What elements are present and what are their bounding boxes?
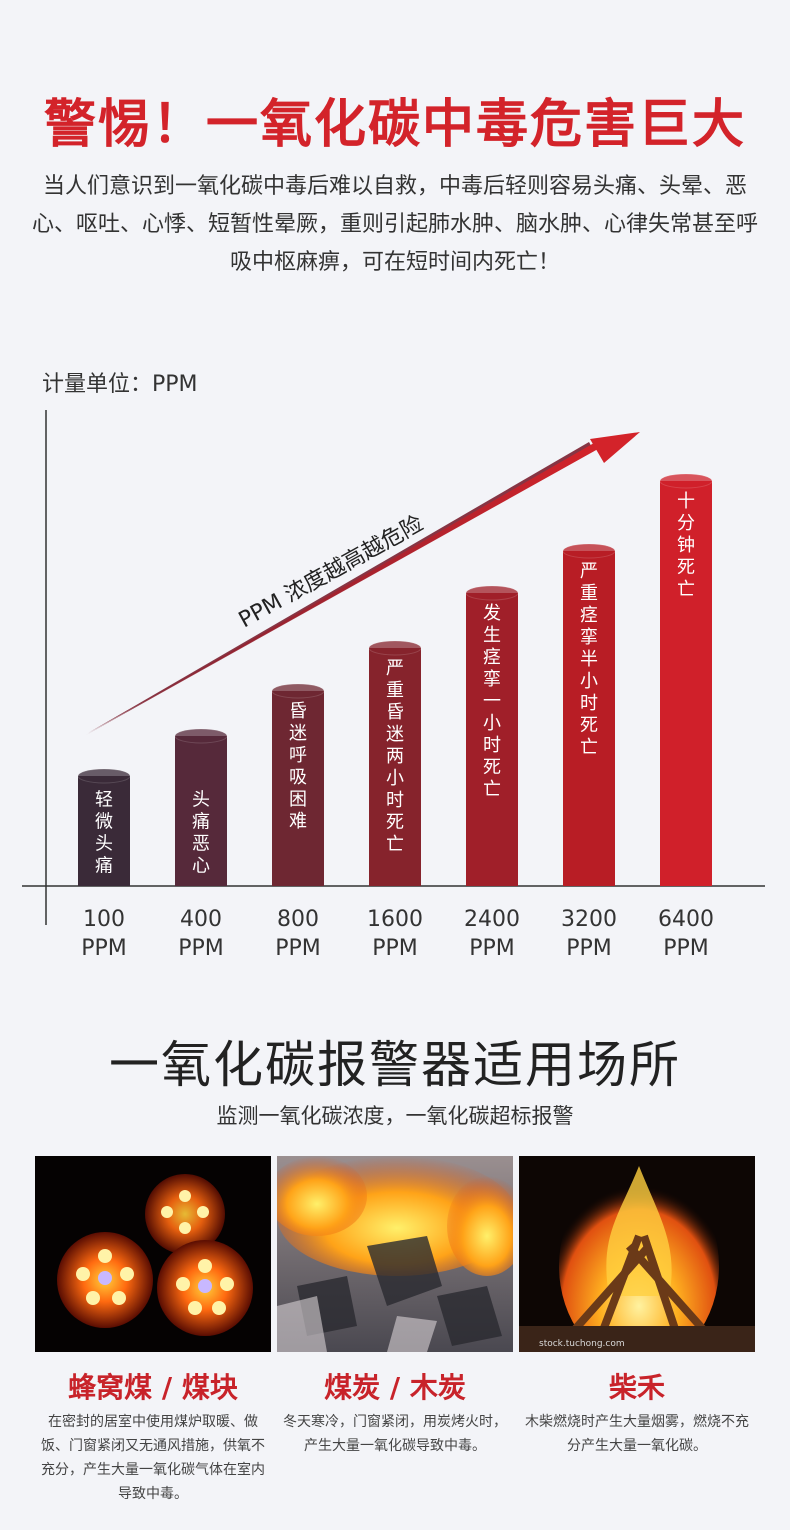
bar-cap bbox=[271, 683, 325, 699]
bar-1600ppm: 严重昏迷两小时死亡 bbox=[368, 640, 422, 886]
bar-cap bbox=[77, 768, 131, 784]
bar-800ppm: 昏迷呼吸困难 bbox=[271, 683, 325, 886]
bar-cap bbox=[368, 640, 422, 656]
bonfire-photo: stock.tuchong.com bbox=[519, 1156, 755, 1352]
x-tick-label: 1600 PPM bbox=[367, 907, 423, 961]
x-tick-label: 2400 PPM bbox=[464, 907, 520, 961]
trend-arrow-shaft bbox=[88, 442, 594, 733]
x-tick-label: 100 PPM bbox=[81, 907, 127, 961]
scene-card-firewood: stock.tuchong.com bbox=[519, 1156, 755, 1352]
bar-6400ppm: 十分钟死亡 bbox=[659, 473, 713, 886]
bar-label: 严重痉挛半小时死亡 bbox=[580, 561, 598, 758]
hero-title: 警惕！一氧化碳中毒危害巨大 bbox=[43, 95, 746, 155]
scene-title-charcoal: 煤炭 / 木炭 bbox=[324, 1371, 466, 1404]
photo-watermark: stock.tuchong.com bbox=[539, 1339, 625, 1349]
trend-arrow-head bbox=[590, 432, 640, 463]
scene-card-charcoal bbox=[277, 1156, 513, 1352]
bar-body bbox=[175, 736, 227, 886]
scene-desc-honeycomb-coal: 在密封的居室中使用煤炉取暖、做饭、门窗紧闭又无通风措施，供氧不充分，产生大量一氧… bbox=[41, 1414, 265, 1502]
bar-label: 严重昏迷两小时死亡 bbox=[386, 658, 404, 855]
charcoal-fire-photo bbox=[277, 1156, 513, 1352]
x-tick-label: 800 PPM bbox=[275, 907, 321, 961]
trend-arrow-body bbox=[86, 443, 598, 735]
bar-label: 昏迷呼吸困难 bbox=[289, 701, 307, 832]
bar-2400ppm: 发生痉挛一小时死亡 bbox=[465, 585, 519, 886]
x-tick-label: 6400 PPM bbox=[658, 907, 714, 961]
bar-cap bbox=[562, 543, 616, 559]
bar-cap bbox=[659, 473, 713, 489]
honeycomb-coal-photo bbox=[35, 1156, 271, 1352]
hero-description: 当人们意识到一氧化碳中毒后难以自救，中毒后轻则容易头痛、头晕、恶心、呕吐、心悸、… bbox=[31, 174, 758, 275]
bar-body bbox=[563, 551, 615, 886]
bar-body bbox=[660, 481, 712, 886]
scene-desc-firewood: 木柴燃烧时产生大量烟雾，燃烧不充分产生大量一氧化碳。 bbox=[525, 1414, 749, 1454]
scene-card-honeycomb-coal bbox=[35, 1156, 271, 1352]
scene-title-firewood: 柴禾 bbox=[608, 1371, 665, 1404]
x-tick-label: 3200 PPM bbox=[561, 907, 617, 961]
trend-label: PPM 浓度越高越危险 bbox=[235, 511, 428, 633]
bar-cap bbox=[174, 728, 228, 744]
bar-3200ppm: 严重痉挛半小时死亡 bbox=[562, 543, 616, 886]
bar-400ppm: 头痛恶心 bbox=[174, 728, 228, 886]
x-tick-label: 400 PPM bbox=[178, 907, 224, 961]
unit-label: 计量单位：PPM bbox=[42, 372, 198, 397]
bar-body bbox=[466, 593, 518, 886]
bar-cap bbox=[465, 585, 519, 601]
bar-label: 十分钟死亡 bbox=[677, 491, 695, 600]
scenes-title: 一氧化碳报警器适用场所 bbox=[109, 1036, 681, 1094]
bar-label: 头痛恶心 bbox=[192, 790, 210, 877]
bar-100ppm: 轻微头痛 bbox=[77, 768, 131, 886]
bar-body bbox=[369, 648, 421, 886]
bar-body bbox=[272, 691, 324, 886]
scene-desc-charcoal: 冬天寒冷，门窗紧闭，用炭烤火时，产生大量一氧化碳导致中毒。 bbox=[283, 1414, 507, 1454]
scenes-subtitle: 监测一氧化碳浓度，一氧化碳超标报警 bbox=[216, 1104, 574, 1128]
scene-title-honeycomb-coal: 蜂窝煤 / 煤块 bbox=[68, 1371, 238, 1404]
bar-label: 发生痉挛一小时死亡 bbox=[483, 603, 501, 800]
bar-label: 轻微头痛 bbox=[95, 790, 113, 877]
ppm-bar-chart: PPM 浓度越高越危险 轻微头痛 头痛恶心 昏迷呼吸困难 严重昏迷两小时死亡 发生痉挛一… bbox=[22, 410, 765, 961]
bar-body bbox=[78, 776, 130, 886]
